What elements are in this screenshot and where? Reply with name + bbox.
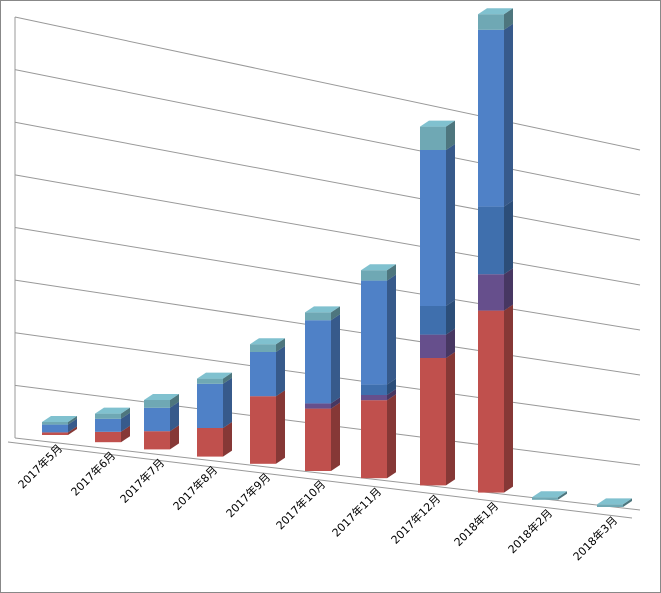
bar-segment [42,422,68,425]
bar-segment [305,403,331,409]
bar-segment [95,431,121,443]
bar-segment [305,312,331,321]
bar-segment [305,320,331,404]
grid-line [14,174,641,286]
bar-side [504,200,513,275]
bar-side [121,412,130,432]
bar-segment [532,497,558,500]
bar-side [446,144,455,306]
bar-side [170,425,179,450]
bar-top [532,491,567,498]
bar-segment [361,395,387,401]
grid-line [14,121,641,241]
bar-top [250,338,285,345]
bar-segment [361,400,387,479]
bar-segment [478,29,504,207]
bar-segment [250,396,276,464]
bar-side [446,120,455,150]
bar-segment [420,150,446,306]
bar-top [95,407,130,414]
bar-side [504,268,513,311]
bar-segment [478,274,504,311]
bar-side [68,418,77,433]
bar-side [223,377,232,428]
bar-top [305,306,340,313]
bar-side [558,491,567,500]
bar-side [121,425,130,443]
bar-top [144,394,179,400]
grid-line [14,227,641,331]
bar-segment [95,413,121,419]
bar-side [504,23,513,207]
bar-segment [197,428,223,457]
bar-top [197,372,232,379]
bar-side [331,402,340,471]
bar-segment [197,378,223,384]
bar-side [446,300,455,335]
bar-side [223,422,232,457]
bar-segment [597,504,623,507]
bar-side [623,498,632,507]
bar-side [331,314,340,404]
bar-segment [144,400,170,408]
bar-segment [420,358,446,486]
bar-segment [478,310,504,493]
bar-segment [420,334,446,358]
bar-segment [361,384,387,395]
bar-side [387,274,396,385]
bar-side [387,394,396,479]
bar-segment [478,206,504,275]
bar-segment [305,408,331,471]
bar-side [170,401,179,432]
bar-top [361,264,396,271]
bar-top [420,120,455,127]
bar-segment [250,344,276,352]
bar-side [504,8,513,30]
bar-side [331,397,340,409]
bar-segment [420,306,446,335]
bar-segment [250,352,276,397]
bar-side [387,378,396,395]
bar-top [478,8,513,15]
bar-side [387,264,396,281]
bar-segment [420,126,446,150]
bar-side [223,372,232,384]
bar-side [446,352,455,486]
bar-side [504,304,513,493]
grid-line [14,16,641,151]
bar-side [276,338,285,352]
bar-side [170,394,179,408]
bar-segment [144,407,170,432]
bar-side [446,328,455,358]
bar-segment [361,280,387,385]
bar-side [276,346,285,397]
bar-segment [144,431,170,450]
bar-segment [361,270,387,281]
bar-top [597,498,632,505]
bar-top [42,416,77,422]
bar-segment [197,383,223,428]
bar-side [387,389,396,401]
bar-side [276,390,285,464]
bar-segment [478,14,504,30]
bar-segment [95,418,121,432]
floor-edge [7,441,633,519]
bar-side [68,416,77,425]
bar-side [68,426,77,435]
bar-segment [42,432,68,435]
bar-side [121,407,130,419]
bar-segment [42,424,68,433]
bar-side [331,306,340,321]
grid-line [14,69,641,196]
